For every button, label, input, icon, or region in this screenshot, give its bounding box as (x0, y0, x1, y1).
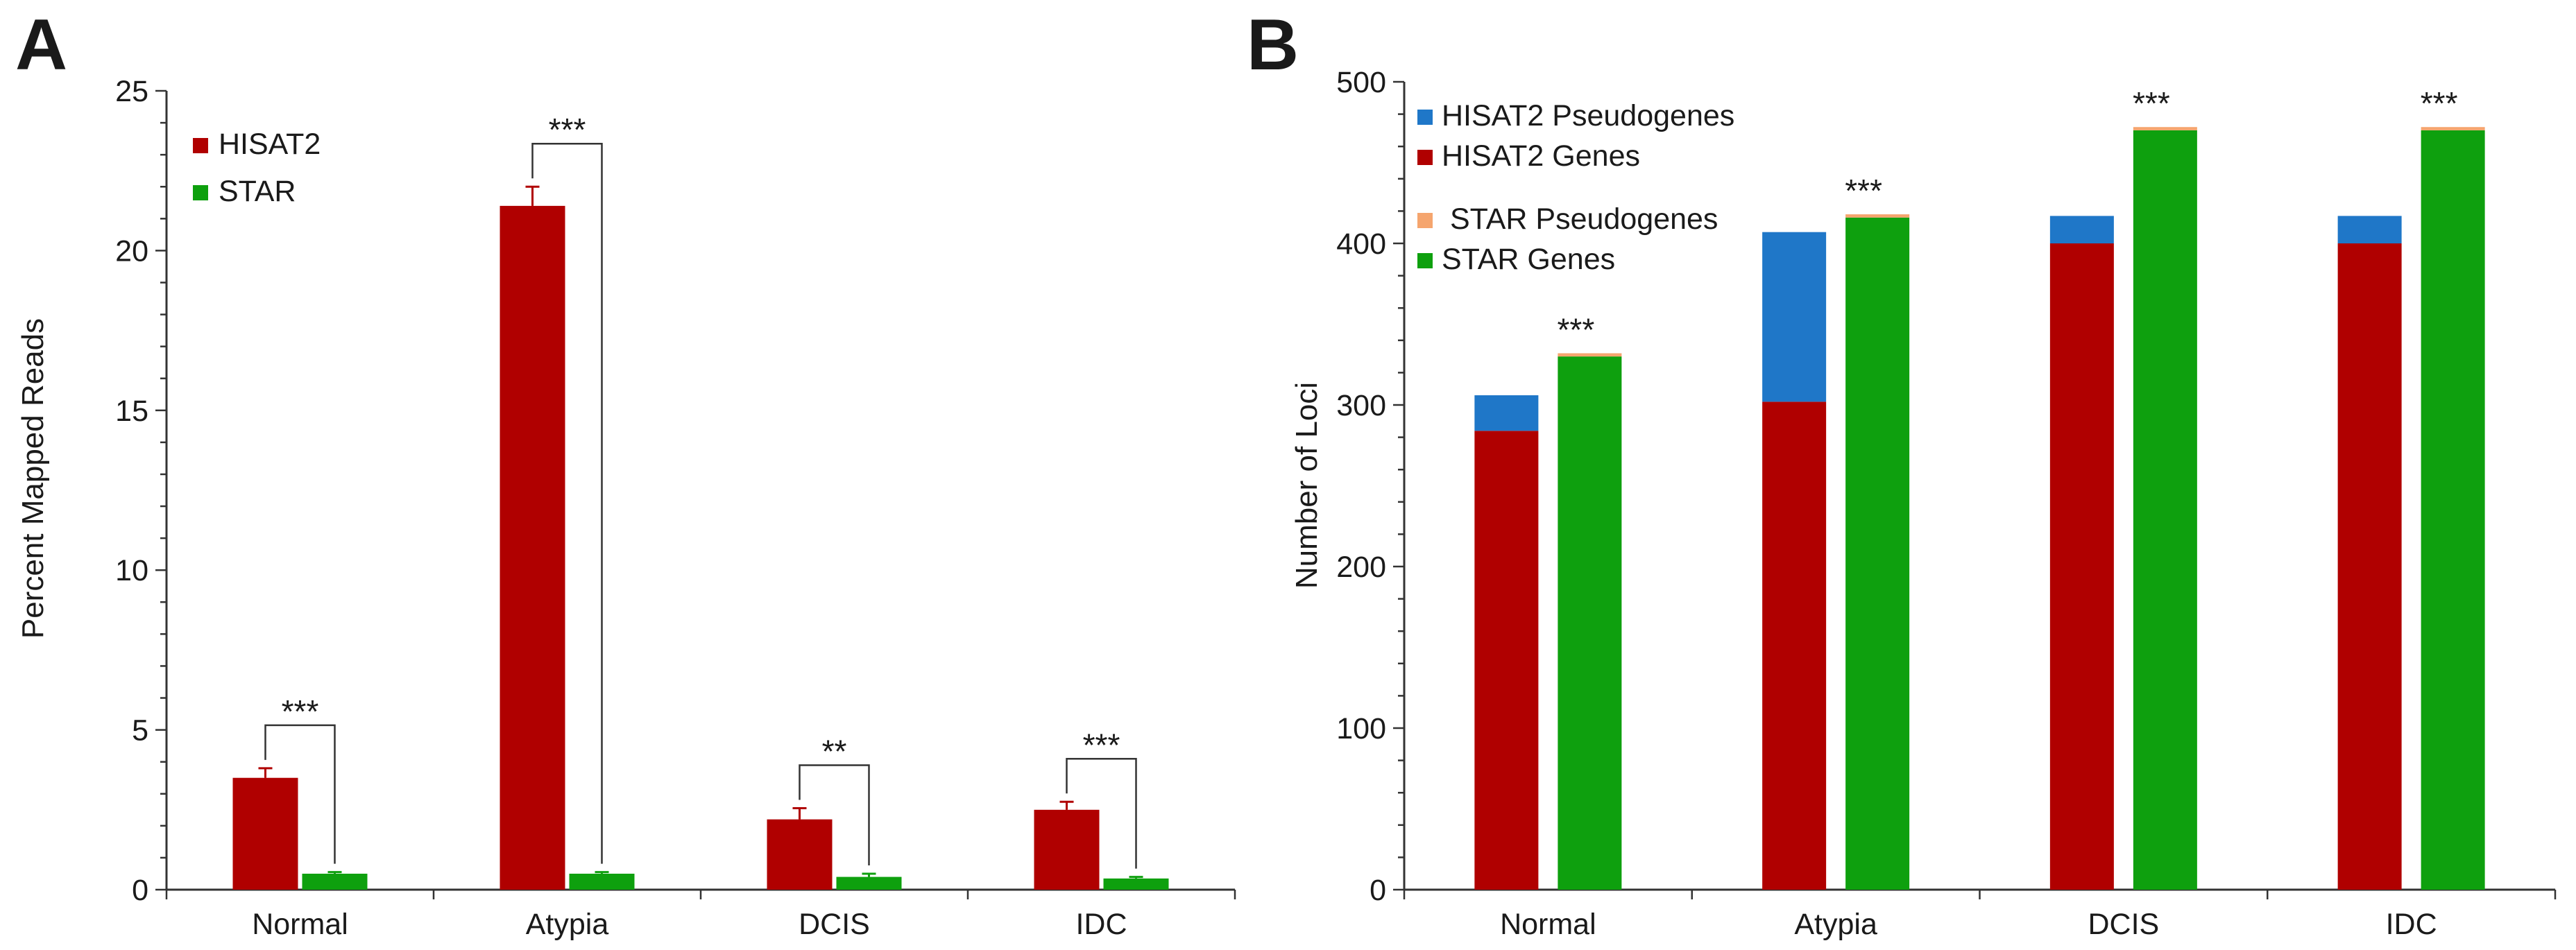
bar-hisat2-pseudogenes-dcis (2049, 216, 2114, 243)
legend-swatch-star-genes (1417, 253, 1433, 268)
bar-hisat2-genes-normal (1474, 431, 1539, 890)
bar-hisat2-pseudogenes-normal (1474, 395, 1539, 431)
bar-star-genes-idc (2421, 130, 2485, 890)
panel-a-y-tick-label-5: 5 (132, 714, 148, 748)
bar-hisat2-normal (232, 777, 298, 890)
bar-hisat2-pseudogenes-atypia (1762, 232, 1827, 402)
bar-star-genes-normal (1558, 356, 1622, 890)
panel-b-y-tick-label-0: 0 (1370, 874, 1386, 907)
significance-label-normal: *** (1558, 311, 1595, 347)
panel-a-legend: HISAT2 STAR (193, 128, 321, 208)
legend-label-star-genes: STAR Genes (1442, 243, 1615, 276)
legend-swatch-hisat2-pseudogenes (1417, 110, 1433, 125)
panel-a-x-tick-label-idc: IDC (1075, 908, 1127, 941)
significance-bracket-idc (1066, 758, 1137, 869)
bar-star-pseudogenes-idc (2421, 127, 2485, 130)
bar-hisat2-genes-atypia (1762, 401, 1827, 890)
bar-star-pseudogenes-atypia (1845, 214, 1910, 218)
panel-b-x-tick-label-atypia: Atypia (1794, 908, 1877, 941)
significance-label-normal: *** (282, 693, 319, 729)
bar-star-idc (1103, 878, 1169, 890)
bar-star-pseudogenes-dcis (2133, 127, 2197, 130)
legend-swatch-star (193, 185, 208, 200)
panel-b-letter: B (1247, 5, 1299, 85)
legend-label-star-pseudogenes: STAR Pseudogenes (1450, 202, 1718, 236)
panel-a-x-tick-label-dcis: DCIS (799, 908, 870, 941)
legend-label-hisat2: HISAT2 (219, 128, 321, 161)
panel-a-x-tick-label-atypia: Atypia (526, 908, 609, 941)
panel-b-y-tick-label-100: 100 (1336, 712, 1386, 745)
legend-label-star: STAR (219, 175, 296, 208)
significance-label-dcis: ** (822, 733, 847, 769)
bar-hisat2-dcis (767, 819, 833, 890)
significance-bracket-dcis (799, 764, 870, 865)
panel-a-y-axis-title: Percent Mapped Reads (16, 318, 50, 639)
panel-a-y-tick-label-10: 10 (115, 554, 148, 587)
significance-label-atypia: *** (549, 112, 586, 148)
panel-a-y-tick-label-0: 0 (132, 874, 148, 907)
panel-b-legend: HISAT2 Pseudogenes HISAT2 Genes STAR Pse… (1417, 99, 1734, 276)
panel-b-x-tick-label-dcis: DCIS (2088, 908, 2160, 941)
significance-bracket-atypia (531, 142, 603, 864)
panel-b-y-tick-label-400: 400 (1336, 227, 1386, 261)
panel-a-y-tick-label-20: 20 (115, 234, 148, 268)
bar-hisat2-genes-dcis (2049, 243, 2114, 890)
panel-a-y-tick-label-25: 25 (115, 75, 148, 108)
panel-b-y-tick-label-300: 300 (1336, 389, 1386, 422)
bar-hisat2-idc (1034, 809, 1100, 890)
legend-swatch-hisat2 (193, 138, 208, 153)
panel-b-y-tick-label-500: 500 (1336, 66, 1386, 99)
significance-label-dcis: *** (2133, 85, 2170, 121)
bar-hisat2-atypia (500, 205, 565, 890)
panel-b: B Number of Loci 0 100 200 300 400 500 Normal A… (1247, 5, 2557, 941)
panel-b-x-tick-label-normal: Normal (1500, 908, 1596, 941)
panel-b-y-axis-title: Number of Loci (1290, 382, 1324, 589)
panel-a: A Percent Mapped Reads 0 5 10 15 20 25 Normal A… (15, 5, 1236, 941)
bar-star-pseudogenes-normal (1558, 353, 1622, 357)
panel-a-x-tick-label-normal: Normal (252, 908, 348, 941)
bar-star-genes-dcis (2133, 130, 2197, 890)
panel-b-marks: 0 100 200 300 400 500 Normal Atypia DCIS IDC *** **… (1336, 66, 2557, 941)
bar-star-atypia (569, 873, 635, 890)
panel-b-y-tick-label-200: 200 (1336, 551, 1386, 584)
significance-bracket-normal (264, 724, 336, 864)
bar-star-genes-atypia (1845, 217, 1910, 890)
bar-hisat2-pseudogenes-idc (2337, 216, 2402, 243)
panel-b-x-tick-label-idc: IDC (2386, 908, 2437, 941)
significance-label-atypia: *** (1845, 173, 1882, 209)
panel-a-y-tick-label-15: 15 (115, 395, 148, 428)
panel-a-letter: A (15, 5, 67, 85)
bar-hisat2-genes-idc (2337, 243, 2402, 890)
legend-swatch-star-pseudogenes (1417, 213, 1433, 228)
bar-star-normal (302, 873, 368, 890)
legend-label-hisat2-pseudogenes: HISAT2 Pseudogenes (1442, 99, 1734, 132)
significance-label-idc: *** (1083, 727, 1120, 763)
significance-label-idc: *** (2421, 85, 2458, 121)
legend-swatch-hisat2-genes (1417, 150, 1433, 165)
legend-label-hisat2-genes: HISAT2 Genes (1442, 139, 1640, 173)
bar-star-dcis (836, 876, 902, 890)
